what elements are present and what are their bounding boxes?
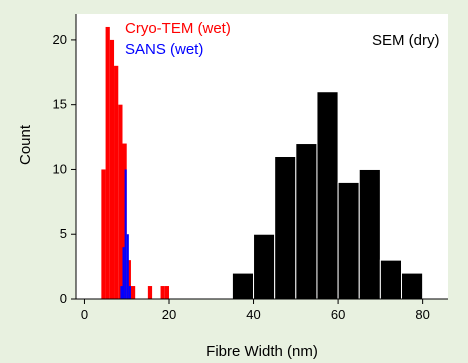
x-axis-label: Fibre Width (nm) [206, 343, 318, 360]
bar-sem-dry--0 [231, 272, 255, 300]
bar-cryo-tem-wet--8 [147, 286, 153, 299]
legend-sem: SEM (dry) [372, 32, 440, 49]
y-axis-label: Count [17, 124, 34, 165]
bars-layer [76, 14, 448, 300]
bar-cryo-tem-wet--9 [160, 286, 165, 299]
x-tick-label-40: 40 [246, 307, 260, 322]
bar-cryo-tem-wet--0 [101, 169, 106, 299]
bar-sans-wet--0 [120, 286, 123, 299]
axes-layer [75, 14, 448, 300]
bar-sans-wet--4 [128, 286, 131, 299]
bar-sans-wet--3 [126, 234, 129, 299]
legend-sans: SANS (wet) [125, 41, 203, 58]
bar-sem-dry--7 [379, 259, 403, 300]
y-tick-label-5: 5 [60, 226, 67, 241]
bar-sem-dry--3 [295, 143, 318, 300]
bar-sem-dry--4 [316, 91, 339, 300]
bar-sem-dry--5 [337, 181, 360, 300]
bar-cryo-tem-wet--7 [130, 286, 136, 299]
bar-cryo-tem-wet--2 [109, 39, 115, 300]
x-tick-label-0: 0 [81, 307, 88, 322]
ticks-layer: 0 20 40 60 80 0 5 10 15 20 [53, 32, 430, 322]
y-tick-label-10: 10 [53, 161, 67, 176]
bar-cryo-tem-wet--4 [118, 104, 123, 299]
y-tick-label-15: 15 [53, 97, 67, 112]
bar-cryo-tem-wet--5 [122, 143, 127, 299]
y-tick-label-20: 20 [53, 32, 67, 47]
x-tick-label-20: 20 [162, 307, 176, 322]
bar-sem-dry--2 [274, 156, 297, 300]
bar-cryo-tem-wet--10 [164, 286, 169, 299]
x-tick-label-80: 80 [415, 307, 429, 322]
y-tick-label-0: 0 [60, 291, 67, 306]
bar-sans-wet--1 [122, 247, 125, 299]
legend-cryo-tem: Cryo-TEM (wet) [125, 20, 231, 37]
bar-cryo-tem-wet--1 [105, 26, 110, 299]
bar-sem-dry--8 [401, 272, 424, 300]
bar-sem-dry--1 [253, 233, 276, 300]
bar-cryo-tem-wet--3 [114, 65, 119, 300]
bar-sem-dry--6 [358, 168, 381, 300]
bar-sans-wet--2 [124, 169, 127, 299]
x-tick-label-60: 60 [331, 307, 345, 322]
